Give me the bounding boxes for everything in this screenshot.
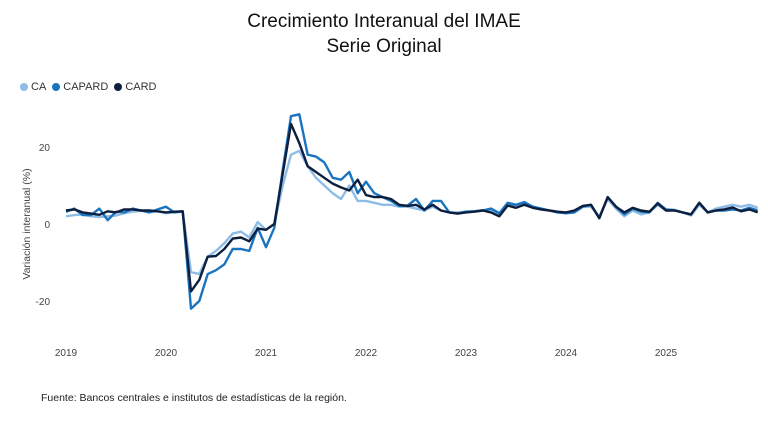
- legend-label-capard: CAPARD: [63, 81, 109, 93]
- legend-marker-card: [114, 83, 123, 91]
- legend-marker-capard: [52, 83, 61, 91]
- legend: CA CAPARD CARD: [20, 81, 156, 93]
- legend-item-card[interactable]: CARD: [114, 81, 156, 93]
- legend-item-ca[interactable]: CA: [20, 81, 46, 93]
- legend-item-capard[interactable]: CAPARD: [52, 81, 108, 93]
- chart-title: Crecimiento Interanual del IMAE: [247, 11, 521, 32]
- legend-label-card: CARD: [125, 81, 157, 93]
- x-tick-label: 2021: [255, 348, 278, 359]
- series-line-card: [65, 122, 759, 293]
- x-tick-label: 2023: [455, 348, 478, 359]
- x-tick-label: 2025: [655, 348, 678, 359]
- legend-label-ca: CA: [31, 81, 47, 93]
- y-axis-label: Variación interanual (%): [21, 168, 33, 279]
- x-tick-label: 2020: [155, 348, 178, 359]
- x-tick-label: 2024: [555, 348, 578, 359]
- y-tick-label: 20: [39, 143, 51, 154]
- x-tick-label: 2022: [355, 348, 378, 359]
- x-tick-label: 2019: [55, 348, 78, 359]
- legend-marker-ca: [20, 83, 28, 91]
- chart-subtitle: Serie Original: [326, 36, 442, 57]
- y-tick-label: 0: [44, 220, 50, 231]
- y-tick-label: -20: [36, 297, 51, 308]
- source-note: Fuente: Bancos centrales e institutos de…: [41, 392, 347, 404]
